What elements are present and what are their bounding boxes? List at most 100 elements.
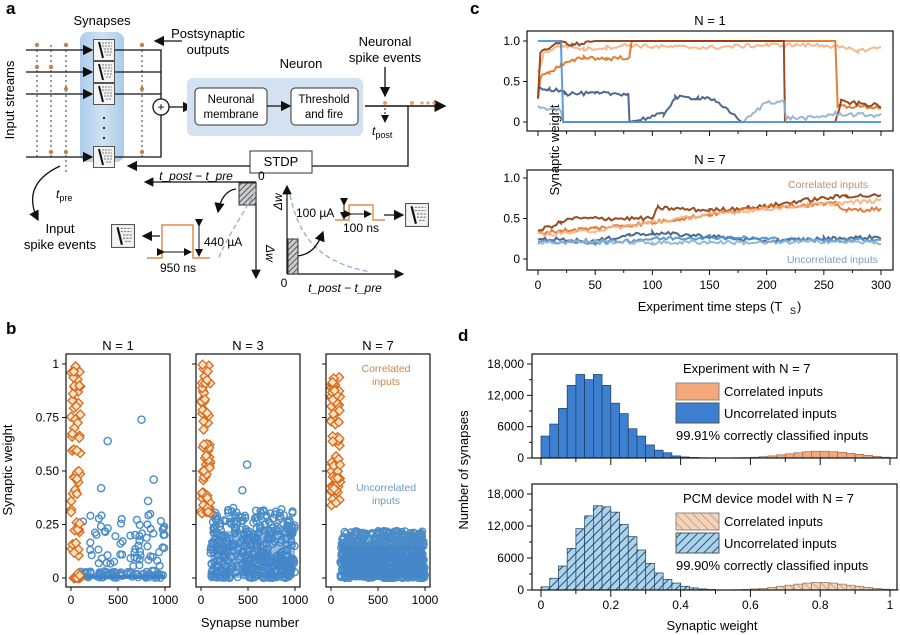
x-tick-label: 0.8 — [812, 598, 829, 612]
y-tick-label: 0.75 — [36, 411, 60, 425]
y-tick-label: 12,000 — [487, 388, 524, 402]
correlated-point — [327, 408, 339, 420]
subplot-title: N = 7 — [362, 338, 393, 353]
spike-dotted-lines — [36, 45, 143, 175]
uncorrelated-point — [414, 532, 423, 541]
legend-label-correlated: Correlated inputs — [724, 384, 823, 399]
x-axis-label: Synapse number — [201, 615, 300, 630]
correlated-point — [73, 380, 85, 392]
correlated-point — [202, 366, 214, 377]
uncorrelated-point — [288, 508, 297, 518]
uncorrelated-point — [149, 475, 159, 484]
histogram-bar-uncorrelated — [627, 536, 638, 591]
uncorrelated-point — [103, 524, 112, 533]
histogram-bar-uncorrelated — [645, 444, 655, 459]
annotation-correlated: Correlated — [361, 363, 410, 375]
subplot-title: N = 1 — [102, 338, 133, 353]
histogram-bar-correlated — [802, 451, 812, 459]
y-tick-label: 18,000 — [487, 357, 524, 371]
histogram-bar-uncorrelated — [636, 435, 647, 459]
correlated-point — [198, 465, 210, 477]
x-axis-label: Experiment time steps (T — [638, 299, 783, 314]
histogram-bar-uncorrelated — [584, 379, 594, 459]
histogram-bar-uncorrelated — [610, 402, 620, 459]
panel-label-b: b — [6, 319, 16, 338]
uncorrelated-point — [118, 537, 127, 546]
correlated-point — [68, 547, 80, 559]
series-line-correlated-1 — [537, 192, 882, 232]
x-tick-label: 0 — [328, 593, 335, 607]
x-tick-label: 1000 — [412, 593, 439, 607]
correlated-point — [198, 424, 210, 436]
x-tick-label: 500 — [368, 593, 388, 607]
uncorrelated-point — [135, 555, 144, 564]
correlated-point — [198, 439, 210, 450]
uncorrelated-point — [261, 520, 270, 529]
y-tick-label: 0 — [513, 115, 520, 129]
uncorrelated-point — [142, 533, 151, 542]
x-tick-label: 0.2 — [602, 598, 619, 612]
uncorrelated-point — [252, 517, 261, 526]
uncorrelated-point — [132, 515, 141, 524]
uncorrelated-point — [394, 538, 403, 547]
x-tick-label: 200 — [757, 278, 777, 292]
correlated-point — [65, 506, 77, 518]
correlated-point — [333, 433, 345, 444]
histogram-bar-uncorrelated — [601, 506, 612, 591]
t-pre-label: tpre — [56, 187, 72, 203]
histogram-bar-correlated — [846, 452, 856, 459]
y-tick-label: 0.25 — [36, 518, 60, 532]
correlated-point — [328, 483, 340, 495]
correlated-point — [67, 372, 79, 384]
uncorrelated-point — [97, 511, 106, 520]
histogram-bar-uncorrelated — [566, 385, 577, 459]
series-line-uncorrelated-3 — [538, 40, 881, 123]
uncorrelated-point — [117, 514, 126, 524]
correlated-point — [71, 445, 83, 456]
uncorrelated-point — [252, 513, 261, 522]
membrane-label-line1: Neuronal — [208, 94, 255, 106]
histogram-bar-uncorrelated — [671, 582, 681, 591]
postsynaptic-label-line1: Postsynaptic — [171, 26, 245, 41]
pcm-synapse-icon — [93, 146, 115, 168]
histogram-bar-uncorrelated — [601, 385, 612, 459]
histogram-bar-uncorrelated — [662, 578, 673, 591]
histogram-bar-uncorrelated — [540, 435, 551, 459]
potentiation-duration: 100 ns — [343, 221, 379, 235]
stdp-potentiation-plot: 0 Δw t_post − t_pre 100 µA 100 ns — [271, 184, 429, 295]
spike-events-label-line1: Neuronal — [359, 34, 412, 49]
x-tick-label: 150 — [699, 278, 719, 292]
histogram-bar-uncorrelated — [558, 565, 568, 591]
y-tick-label: 12,000 — [487, 519, 524, 533]
y-tick-label: 0.50 — [36, 464, 60, 478]
dt-axis-label: t_post − t_pre — [159, 169, 233, 183]
uncorrelated-point — [94, 559, 103, 568]
potentiation-amplitude: 100 µA — [296, 206, 334, 220]
annotation-correlated: Correlated inputs — [788, 179, 868, 191]
uncorrelated-point — [102, 558, 111, 568]
y-tick-label: 0.5 — [503, 212, 520, 226]
uncorrelated-point — [259, 507, 268, 516]
plus-symbol: + — [157, 100, 164, 114]
uncorrelated-point — [399, 531, 409, 540]
subplot-2: 0 6000 12,000 18,000 0 0.2 0.4 0.6 0.8 1 PCM devic… — [487, 483, 900, 612]
histogram-bar-uncorrelated — [558, 408, 568, 459]
uncorrelated-point — [409, 532, 418, 541]
dw-label: Δw — [263, 244, 277, 263]
y-tick-label: 0 — [52, 571, 59, 585]
uncorrelated-point — [135, 531, 144, 541]
panel-label-c: c — [470, 0, 479, 18]
uncorrelated-point — [266, 509, 275, 518]
correlated-point — [200, 450, 212, 462]
input-spike-label-line2: spike events — [24, 237, 97, 252]
uncorrelated-point — [273, 522, 282, 531]
depression-amplitude: 440 µA — [204, 235, 242, 249]
histogram-bar-uncorrelated — [610, 511, 620, 591]
uncorrelated-dense-region — [340, 545, 425, 578]
correlated-point — [68, 366, 80, 377]
plot-frame — [531, 483, 898, 591]
histogram-bar-uncorrelated — [654, 449, 664, 459]
y-tick-label: 0 — [517, 583, 524, 597]
uncorrelated-point — [111, 532, 120, 541]
dw-label: Δw — [271, 192, 285, 211]
